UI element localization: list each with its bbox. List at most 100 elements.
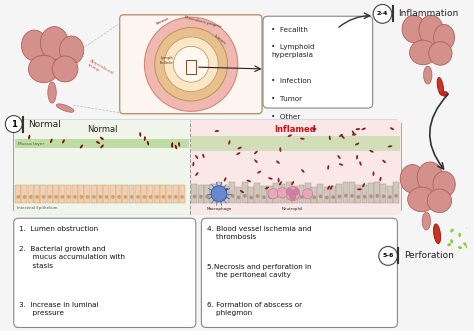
Text: Inflammation: Inflammation [398, 9, 459, 19]
Bar [15, 185, 21, 203]
Circle shape [48, 195, 52, 199]
Bar [393, 182, 399, 203]
Bar [14, 120, 190, 213]
Bar [21, 185, 27, 203]
Circle shape [143, 195, 146, 199]
Ellipse shape [62, 139, 65, 144]
Circle shape [161, 195, 165, 199]
Text: 4. Blood vessel ischemia and
    thrombosis: 4. Blood vessel ischemia and thrombosis [207, 226, 311, 240]
Circle shape [243, 194, 247, 198]
Circle shape [67, 195, 71, 199]
Bar [179, 185, 185, 203]
Ellipse shape [96, 141, 100, 144]
Circle shape [363, 195, 366, 199]
Bar [84, 185, 91, 203]
Ellipse shape [339, 164, 343, 166]
Text: Appendiceal
stump: Appendiceal stump [87, 59, 115, 79]
Ellipse shape [382, 160, 386, 163]
Ellipse shape [442, 92, 448, 96]
Ellipse shape [240, 190, 244, 193]
Bar [280, 184, 285, 203]
Text: 2-4: 2-4 [377, 11, 388, 16]
Bar [173, 185, 179, 203]
Bar [337, 184, 342, 203]
Ellipse shape [224, 177, 227, 181]
Circle shape [286, 189, 293, 195]
Circle shape [274, 194, 278, 198]
Bar [305, 183, 310, 203]
Bar [204, 185, 210, 203]
Ellipse shape [417, 162, 443, 193]
Bar [242, 182, 247, 203]
Ellipse shape [237, 152, 240, 155]
Circle shape [145, 17, 238, 111]
Ellipse shape [60, 36, 84, 64]
Ellipse shape [458, 233, 461, 237]
Bar [349, 182, 355, 203]
Ellipse shape [379, 177, 382, 181]
Text: 3.  Increase in luminal
      pressure: 3. Increase in luminal pressure [19, 302, 99, 316]
Circle shape [73, 195, 77, 199]
Ellipse shape [268, 177, 273, 180]
Bar [154, 185, 160, 203]
Circle shape [105, 195, 109, 199]
Ellipse shape [40, 26, 68, 60]
Text: •  Infection: • Infection [272, 78, 311, 84]
Circle shape [80, 195, 83, 199]
Circle shape [268, 195, 272, 199]
Ellipse shape [144, 136, 146, 141]
Circle shape [54, 195, 58, 199]
Bar [299, 185, 304, 203]
Ellipse shape [28, 135, 30, 139]
Ellipse shape [265, 187, 269, 189]
Ellipse shape [419, 15, 443, 44]
Circle shape [205, 195, 209, 199]
Text: 6. Formation of abscess or
    phlegmon: 6. Formation of abscess or phlegmon [207, 302, 302, 316]
Bar [292, 186, 298, 203]
Circle shape [277, 188, 288, 198]
Ellipse shape [195, 155, 198, 159]
Ellipse shape [228, 140, 230, 145]
Text: Lumen: Lumen [213, 34, 227, 46]
Circle shape [268, 189, 278, 199]
Bar [147, 185, 153, 203]
Bar [128, 185, 135, 203]
Circle shape [237, 196, 240, 199]
Bar [261, 186, 266, 203]
Ellipse shape [356, 155, 358, 160]
Ellipse shape [100, 137, 104, 140]
Bar [330, 186, 336, 203]
Ellipse shape [355, 143, 359, 145]
Ellipse shape [329, 136, 331, 140]
Ellipse shape [139, 132, 141, 137]
Ellipse shape [402, 15, 426, 43]
Ellipse shape [312, 128, 317, 130]
Bar [34, 185, 40, 203]
Bar [190, 120, 401, 213]
Text: 5.Necrosis and perforation in
    the peritoneal cavity: 5.Necrosis and perforation in the perito… [207, 264, 311, 278]
Bar [166, 185, 172, 203]
Ellipse shape [466, 226, 471, 229]
Bar [65, 185, 72, 203]
Circle shape [149, 195, 153, 199]
Circle shape [356, 195, 360, 199]
Ellipse shape [237, 147, 242, 149]
Circle shape [230, 194, 234, 198]
Ellipse shape [48, 82, 56, 103]
Circle shape [300, 195, 303, 199]
Ellipse shape [447, 243, 451, 246]
Ellipse shape [192, 162, 194, 166]
Ellipse shape [300, 138, 305, 140]
Ellipse shape [215, 130, 219, 132]
Bar [236, 187, 241, 203]
Ellipse shape [100, 145, 104, 148]
Bar [248, 187, 254, 203]
Circle shape [42, 195, 46, 199]
Bar [387, 186, 392, 203]
Circle shape [290, 193, 296, 200]
Ellipse shape [224, 188, 228, 192]
Circle shape [319, 195, 322, 198]
Circle shape [382, 194, 385, 198]
Bar [311, 187, 317, 203]
Ellipse shape [52, 56, 78, 82]
